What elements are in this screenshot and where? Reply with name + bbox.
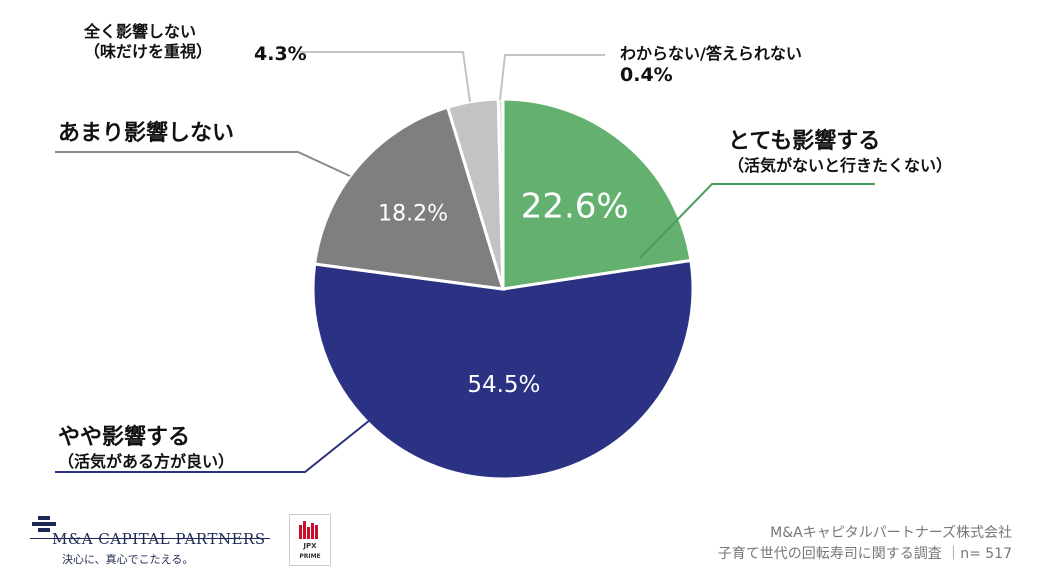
leader-unknown	[499, 54, 605, 101]
leader-not-much	[55, 151, 351, 177]
label-very-affected: とても影響する （活気がないと行きたくない）	[728, 128, 952, 176]
label-unknown: わからない/答えられない 0.4%	[620, 44, 802, 88]
label-very-affected-sub: （活気がないと行きたくない）	[728, 155, 953, 175]
value-somewhat-affected: 54.5%	[467, 372, 540, 398]
source-survey: 子育て世代の回転寿司に関する調査 ｜n= 517	[717, 546, 1012, 562]
company-logo-name: M&A CAPITAL PARTNERS	[52, 530, 266, 548]
value-unknown: 0.4%	[620, 64, 673, 86]
label-not-at-all-title: 全く影響しない	[84, 22, 197, 41]
slice-not-much	[312, 105, 506, 291]
slice-very-affected	[501, 97, 693, 291]
leader-somewhat-affected	[55, 419, 371, 473]
label-somewhat-affected-title: やや影響する	[58, 425, 191, 450]
label-not-much-title: あまり影響しない	[58, 121, 235, 146]
slice-somewhat-affected	[311, 258, 695, 481]
label-not-much: あまり影響しない	[58, 120, 234, 148]
label-somewhat-affected: やや影響する （活気がある方が良い）	[58, 424, 234, 472]
source-company: M&Aキャピタルパートナーズ株式会社	[770, 525, 1012, 541]
value-not-much: 18.2%	[378, 201, 448, 226]
label-very-affected-title: とても影響する	[728, 129, 881, 154]
company-tagline: 決心に、真心でこたえる。	[62, 553, 194, 566]
jpx-label: JPX	[303, 542, 317, 550]
leader-not-at-all	[300, 51, 471, 103]
jpx-bars-icon	[299, 520, 319, 539]
label-unknown-title: わからない/答えられない	[620, 44, 802, 63]
jpx-prime-badge: JPX PRIME	[289, 514, 331, 566]
pie-chart: 22.6% 54.5% 18.2%	[55, 51, 875, 481]
company-logo-icon	[30, 516, 270, 539]
label-not-at-all: 全く影響しない （味だけを重視）	[84, 22, 212, 62]
label-somewhat-affected-sub: （活気がある方が良い）	[58, 451, 235, 471]
leader-very-affected	[639, 183, 875, 259]
jpx-prime-label: PRIME	[299, 553, 321, 560]
value-not-at-all: 4.3%	[254, 43, 307, 65]
label-not-at-all-sub: （味だけを重視）	[84, 42, 213, 61]
value-very-affected: 22.6%	[521, 186, 629, 226]
